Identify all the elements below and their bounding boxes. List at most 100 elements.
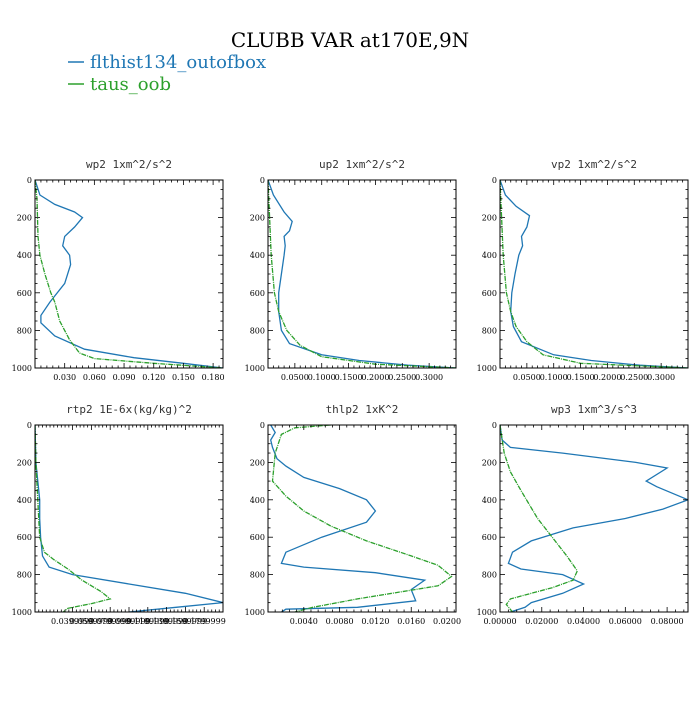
y-tick-label: 600 [250,533,265,542]
x-tick-label: 0.00000 [483,617,516,626]
series-line-flthist134 [500,180,688,368]
figure-title: CLUBB VAR at170E,9N [231,28,469,52]
panel-title: vp2 1xm^2/s^2 [551,158,637,171]
y-tick-label: 400 [250,251,265,260]
y-tick-label: 600 [17,289,32,298]
legend-label-taus-oob: taus_oob [90,74,171,95]
panels: wp2 1xm^2/s^2 0 200 400 600 800 1000 0.030 0.060… [12,158,689,626]
panel-1: wp2 1xm^2/s^2 0 200 400 600 800 1000 0.030 0.060… [12,158,225,382]
y-tick-label: 400 [17,251,32,260]
x-tick-label: 0.0999999 [107,617,150,626]
y-tick-label: 1000 [245,364,265,373]
x-tick-label: 0.120 [142,373,165,382]
x-tick-label: 0.08000 [651,617,684,626]
x-tick-label: 0.150 [172,373,195,382]
x-tick-label: 0.060 [83,373,106,382]
x-tick-label: 0.0799999 [89,617,132,626]
x-tick-label: 0.0399999 [51,617,94,626]
series-line-taus-oob [271,425,453,612]
x-tick-label: 0.1000 [540,373,568,382]
panel-title: up2 1xm^2/s^2 [319,158,405,171]
panel-frame [499,424,689,613]
x-tick-label: 0.090 [113,373,136,382]
y-tick-label: 0 [492,176,497,185]
y-tick-label: 400 [482,496,497,505]
y-tick-label: 1000 [12,364,32,373]
y-tick-label: 600 [250,289,265,298]
x-tick-label: 0.1199999 [126,617,169,626]
panel-title: rtp2 1E-6x(kg/kg)^2 [66,403,192,416]
series-line-taus-oob [268,180,456,368]
x-tick-label: 0.0500 [513,373,541,382]
x-tick-label: 0.0040 [290,617,318,626]
x-tick-label: 0.06000 [609,617,642,626]
panel-frame [267,424,457,613]
y-tick-label: 600 [482,289,497,298]
y-tick-label: 800 [250,326,265,335]
panel-3: vp2 1xm^2/s^2 0 200 400 600 800 1000 0.05000.10… [477,158,689,382]
x-tick-label: 0.3000 [415,373,443,382]
y-tick-label: 800 [250,571,265,580]
x-tick-label: 0.3000 [647,373,675,382]
x-tick-label: 0.2500 [388,373,416,382]
y-tick-label: 0 [27,421,32,430]
x-tick-label: 0.02000 [525,617,558,626]
y-tick-label: 400 [17,496,32,505]
x-tick-label: 0.0200 [433,617,461,626]
y-tick-label: 800 [17,326,32,335]
panel-2: up2 1xm^2/s^2 0 200 400 600 800 1000 0.05000.10… [245,158,457,382]
x-tick-label: 0.0160 [397,617,425,626]
y-tick-label: 800 [17,571,32,580]
y-tick-label: 1000 [477,364,497,373]
x-tick-label: 0.1500 [567,373,595,382]
y-tick-label: 0 [260,176,265,185]
y-tick-label: 0 [492,421,497,430]
panel-5: thlp2 1xK^2 0 200 400 600 800 1000 0.0040 0.0080… [245,403,461,626]
x-tick-label: 0.2000 [361,373,389,382]
y-tick-label: 200 [17,214,32,223]
y-tick-label: 0 [260,421,265,430]
y-tick-label: 1000 [12,608,32,617]
x-tick-label: 0.0599999 [70,617,113,626]
x-tick-label: 0.180 [202,373,225,382]
series-line-flthist134 [35,425,223,612]
y-tick-label: 800 [482,326,497,335]
x-tick-label: 0.1500 [335,373,363,382]
x-tick-label: 0.030 [53,373,76,382]
x-tick-label: 0.1799999 [183,617,226,626]
series-line-taus-oob [35,180,223,368]
x-tick-label: 0.1599999 [164,617,207,626]
y-tick-label: 400 [482,251,497,260]
x-tick-label: 0.0120 [361,617,389,626]
x-tick-label: 0.0500 [281,373,309,382]
legend: flthist134_outofbox taus_oob [68,52,266,95]
y-tick-label: 0 [27,176,32,185]
y-tick-label: 1000 [245,608,265,617]
panel-frame [499,179,689,369]
y-tick-label: 600 [17,533,32,542]
y-tick-label: 200 [250,214,265,223]
y-tick-label: 200 [250,458,265,467]
x-tick-label: 0.0080 [326,617,354,626]
series-line-flthist134 [270,425,427,612]
series-line-taus-oob [35,425,112,612]
series-line-flthist134 [268,180,456,368]
x-tick-label: 0.2500 [620,373,648,382]
legend-label-flthist134: flthist134_outofbox [90,52,266,73]
series-line-taus-oob [500,180,688,368]
x-tick-label: 0.04000 [567,617,600,626]
panel-4: rtp2 1E-6x(kg/kg)^2 0 200 400 600 800 1000 0.03… [12,403,226,626]
y-tick-label: 1000 [477,608,497,617]
y-tick-label: 400 [250,496,265,505]
series-line-flthist134 [500,425,688,612]
y-tick-label: 200 [482,214,497,223]
panel-frame [267,179,457,369]
y-tick-label: 200 [17,458,32,467]
x-tick-label: 0.1000 [308,373,336,382]
y-tick-label: 800 [482,571,497,580]
y-tick-label: 600 [482,533,497,542]
x-tick-label: 0.2000 [593,373,621,382]
y-tick-label: 200 [482,458,497,467]
